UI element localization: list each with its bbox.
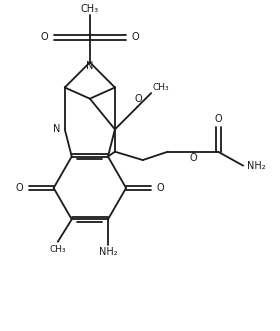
Text: N: N [53, 124, 60, 134]
Text: O: O [214, 114, 222, 124]
Text: O: O [132, 32, 139, 42]
Text: O: O [15, 183, 23, 193]
Text: O: O [135, 94, 143, 104]
Text: O: O [189, 153, 197, 163]
Text: NH₂: NH₂ [99, 247, 117, 257]
Text: O: O [157, 183, 164, 193]
Text: O: O [40, 32, 48, 42]
Text: NH₂: NH₂ [247, 161, 266, 171]
Text: CH₃: CH₃ [153, 83, 169, 92]
Text: CH₃: CH₃ [81, 4, 99, 14]
Text: CH₃: CH₃ [50, 245, 66, 254]
Text: N: N [86, 61, 94, 71]
